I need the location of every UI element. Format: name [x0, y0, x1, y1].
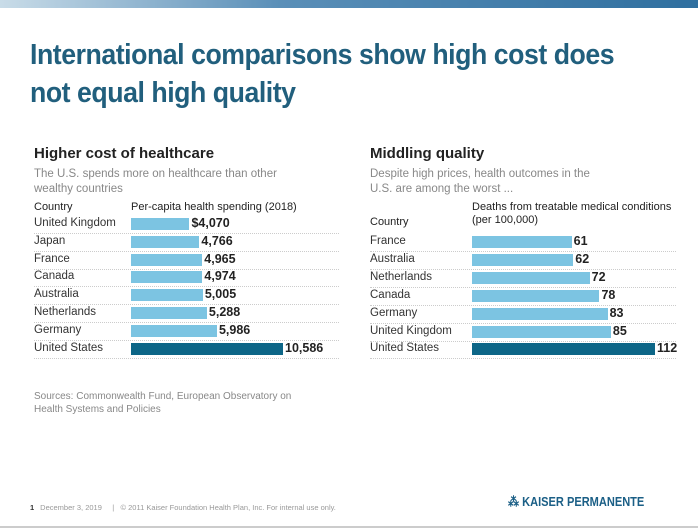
value-label: 78 — [601, 287, 616, 302]
footer-date: December 3, 2019 — [40, 503, 102, 512]
category-label: Netherlands — [370, 270, 433, 283]
value-label: 61 — [573, 234, 588, 248]
bar — [131, 271, 203, 284]
chart-row: France 61 — [370, 233, 676, 252]
chart-row: United Kingdom 85 — [370, 323, 676, 342]
bar — [131, 235, 200, 248]
chart-row: Japan 4,766 — [34, 233, 339, 252]
category-label: Canada — [370, 288, 411, 301]
bar — [472, 253, 574, 266]
value-label: 4,974 — [204, 269, 236, 284]
category-label: Netherlands — [34, 306, 97, 318]
category-header: Country — [34, 201, 73, 213]
logo-text: KAISER PERMANENTE — [522, 494, 645, 509]
page-number: 1 — [30, 503, 35, 512]
chart-row: United States 10,586 — [34, 340, 339, 359]
value-header: Deaths from treatable medical conditions… — [472, 201, 672, 226]
bar — [131, 253, 203, 266]
category-label: Canada — [34, 270, 75, 283]
bar — [131, 289, 203, 302]
chart-row: Canada 78 — [370, 287, 676, 306]
slide-title: International comparisons show high cost… — [30, 39, 615, 109]
bar — [131, 342, 283, 355]
chart-row: Canada 4,974 — [34, 268, 339, 288]
value-label: $4,070 — [191, 216, 230, 230]
bar — [131, 307, 207, 319]
value-label: 5,288 — [208, 305, 241, 319]
chart-title: Middling quality — [370, 145, 485, 162]
bar — [472, 307, 608, 320]
chart-row: France 4,965 — [34, 251, 339, 270]
value-label: 5,005 — [204, 287, 237, 302]
chart-subtitle: The U.S. spends more on healthcare than … — [34, 168, 277, 195]
category-label: France — [370, 235, 406, 247]
chart-row: Netherlands 72 — [370, 269, 676, 288]
chart-row: United States 112 — [370, 340, 678, 360]
value-label: 4,965 — [204, 251, 236, 266]
chart-row: Australia 5,005 — [34, 286, 339, 306]
value-header: Per-capita health spending (2018) — [131, 201, 297, 213]
value-label: 4,766 — [201, 233, 233, 248]
value-label: 5,986 — [218, 322, 251, 337]
category-label: Australia — [34, 288, 79, 301]
category-label: United Kingdom — [370, 324, 452, 337]
chart-row: Germany 5,986 — [34, 322, 339, 341]
bar — [472, 343, 655, 356]
category-header: Country — [370, 216, 409, 228]
value-label: 62 — [575, 251, 590, 266]
category-label: Japan — [34, 234, 66, 247]
bottom-line — [0, 526, 698, 528]
value-label: 10,586 — [285, 340, 324, 355]
chart-row: Australia 62 — [370, 251, 676, 270]
sources: Sources: Commonwealth Fund, European Obs… — [34, 391, 292, 415]
value-label: 85 — [612, 323, 627, 338]
kaiser-logo: ⁂ KAISER PERMANENTE — [508, 494, 644, 510]
chart-row: Netherlands 5,288 — [34, 304, 339, 323]
value-label: 83 — [609, 305, 624, 320]
bar — [472, 271, 590, 284]
value-label: 112 — [657, 341, 678, 356]
category-label: France — [34, 252, 70, 265]
category-label: Germany — [370, 306, 418, 319]
footer: 1 December 3, 2019 | © 2011 Kaiser Founda… — [30, 503, 336, 512]
chart-row: Germany 83 — [370, 305, 676, 324]
bar — [472, 236, 572, 248]
footer-copyright: © 2011 Kaiser Foundation Health Plan, In… — [120, 503, 336, 512]
chart-row: United Kingdom $4,070 — [34, 215, 339, 234]
category-label: United States — [34, 341, 104, 354]
chart-subtitle: Despite high prices, health outcomes in … — [370, 168, 590, 195]
top-bar — [0, 0, 698, 8]
category-label: Australia — [370, 252, 415, 265]
bar — [131, 218, 190, 230]
bar — [131, 324, 217, 337]
logo-icon: ⁂ — [508, 494, 523, 509]
category-label: United Kingdom — [34, 217, 116, 229]
bar — [472, 325, 611, 338]
bar — [472, 289, 600, 302]
category-label: Germany — [34, 323, 82, 336]
value-label: 72 — [591, 269, 606, 284]
footer-separator: | — [112, 503, 115, 512]
category-label: United States — [370, 342, 440, 355]
chart-title: Higher cost of healthcare — [34, 145, 215, 162]
